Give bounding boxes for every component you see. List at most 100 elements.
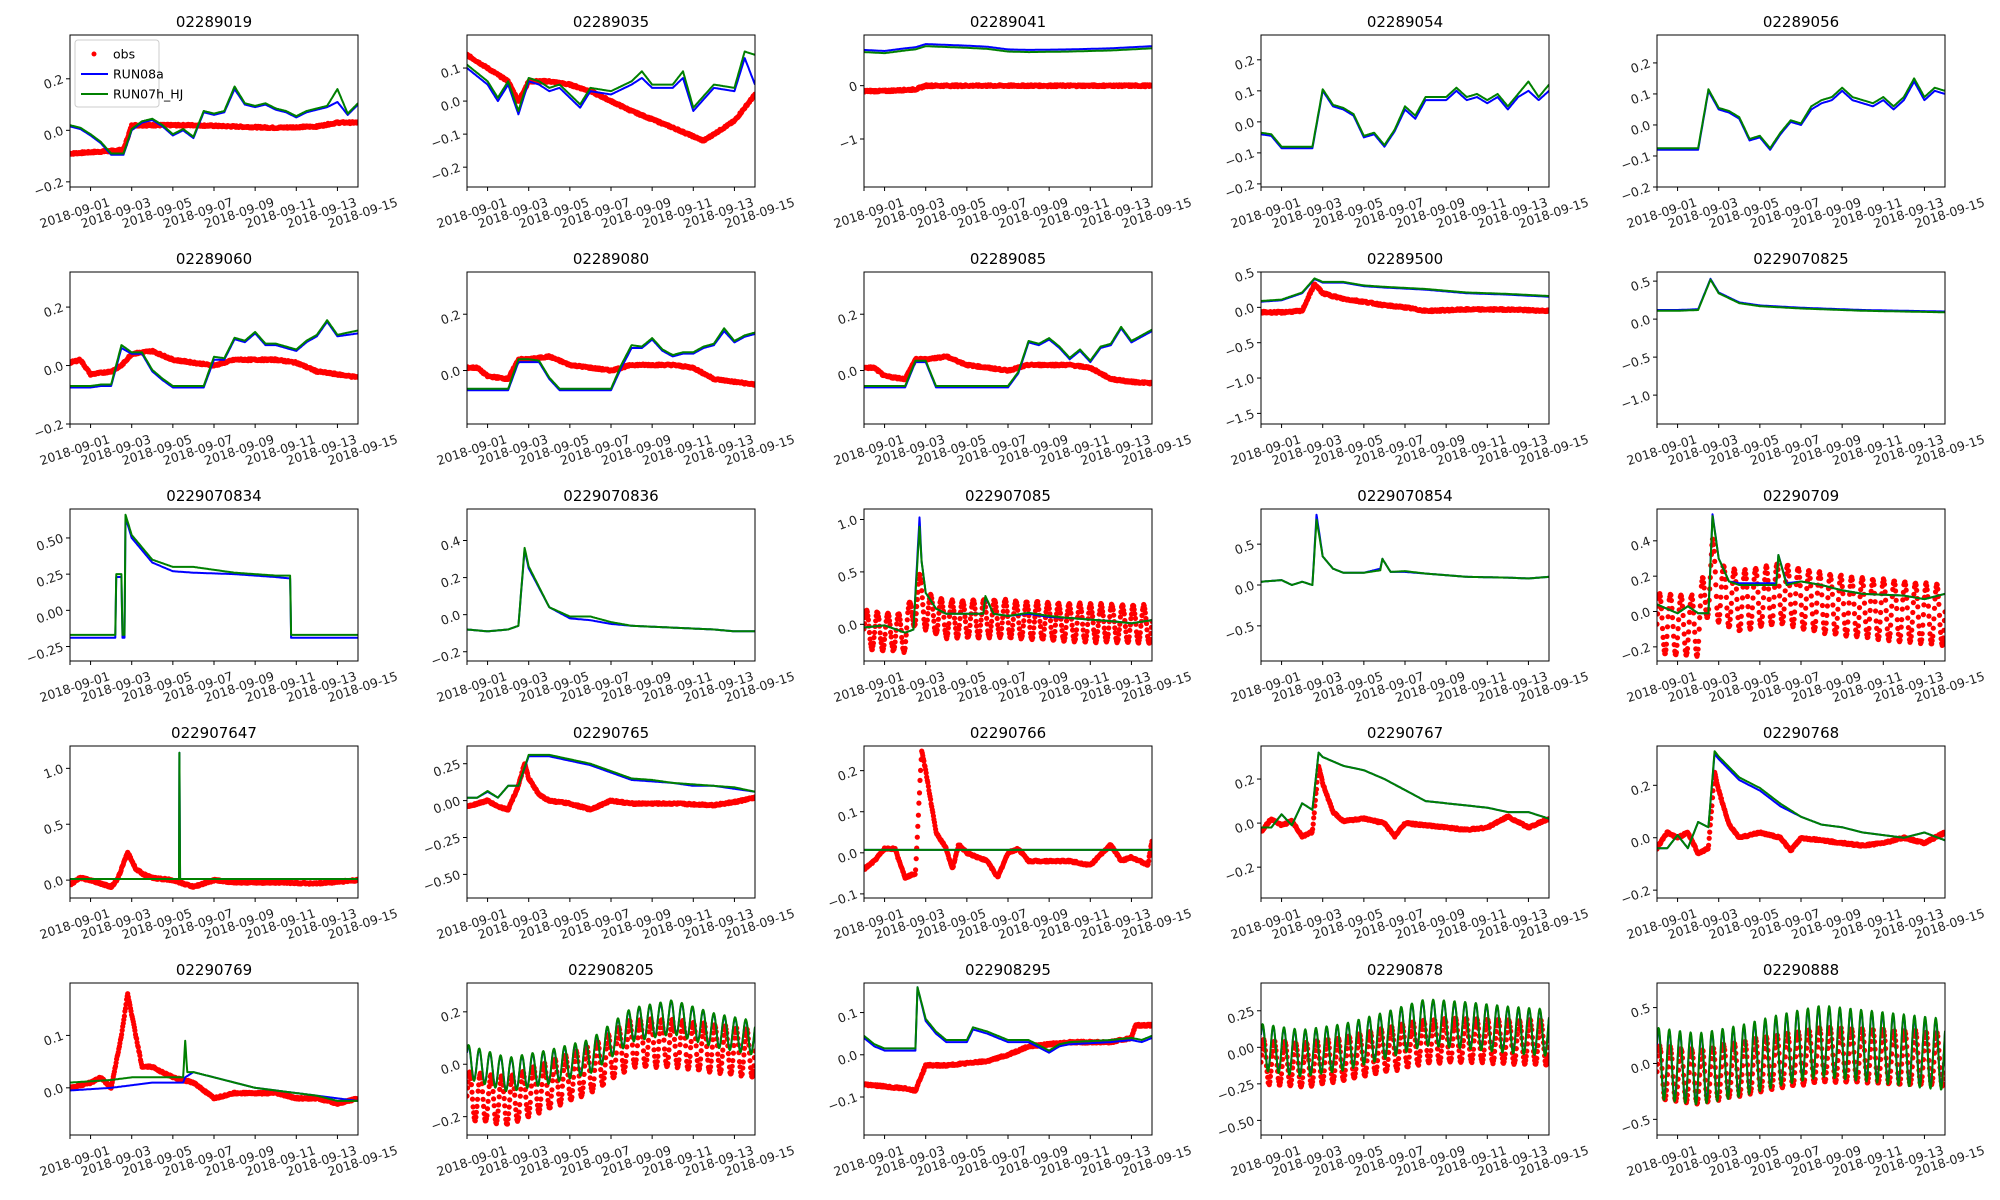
obs-point [1085, 621, 1091, 628]
obs-point [1862, 610, 1868, 616]
obs-point [1796, 568, 1802, 574]
obs-point [939, 599, 945, 605]
obs-point [930, 613, 937, 619]
obs-point [1871, 582, 1877, 588]
obs-point [1857, 594, 1863, 600]
y-tick-label: −0.2 [429, 160, 463, 184]
plot-area [864, 325, 1152, 389]
subplot: 02290709−0.20.00.20.42018-09-012018-09-0… [1619, 487, 1987, 705]
y-tick-label: 0.0 [1233, 300, 1257, 321]
obs-point [1669, 615, 1676, 621]
obs-point [1083, 637, 1089, 643]
obs-point [1717, 612, 1723, 618]
obs-point [1764, 565, 1770, 571]
obs-point [1148, 624, 1152, 630]
obs-point [1684, 646, 1691, 652]
obs-point [1802, 621, 1808, 627]
obs-point [1712, 569, 1718, 575]
obs-point [1808, 583, 1814, 589]
obs-point [946, 613, 953, 620]
plot-area [1657, 513, 1945, 659]
obs-point [1099, 604, 1105, 610]
obs-point [886, 618, 893, 624]
y-tick-label: −0.1 [429, 127, 463, 151]
obs-point [1037, 623, 1044, 630]
obs-point [1132, 615, 1138, 622]
obs-point [1734, 596, 1740, 603]
obs-point [1797, 574, 1803, 580]
obs-point [1095, 623, 1101, 629]
obs-point [909, 609, 915, 615]
obs-point [1143, 620, 1150, 627]
obs-point [1686, 629, 1692, 635]
obs-points [1261, 281, 1549, 316]
plot-area [1657, 277, 1945, 314]
axes-frame [863, 271, 1153, 425]
obs-point [1078, 609, 1085, 615]
subplot-title: 02289060 [176, 250, 252, 268]
obs-point [1659, 615, 1665, 621]
obs-point [1819, 602, 1825, 609]
obs-point [904, 617, 910, 623]
obs-point [876, 616, 882, 622]
obs-point [1860, 583, 1866, 589]
obs-points [467, 353, 755, 388]
obs-point [1095, 629, 1101, 635]
subplot-title: 02289500 [1367, 250, 1443, 268]
obs-point [1771, 594, 1777, 600]
obs-point [1691, 621, 1697, 627]
obs-point [1770, 603, 1777, 610]
obs-point [1148, 630, 1152, 636]
obs-point [1883, 608, 1889, 614]
obs-point [1026, 618, 1032, 624]
obs-point [1744, 593, 1751, 600]
obs-point [1824, 603, 1830, 609]
obs-point [977, 622, 984, 628]
obs-point [1835, 606, 1841, 612]
obs-point [934, 627, 940, 633]
obs-point [950, 599, 956, 605]
series-line-run07h-hj [864, 45, 1152, 55]
obs-point [877, 630, 883, 636]
obs-point [984, 621, 990, 627]
obs-point [956, 626, 962, 632]
plot-area [70, 319, 358, 389]
obs-point [983, 609, 989, 615]
obs-point [1687, 609, 1693, 616]
obs-point [1063, 624, 1069, 631]
obs-point [924, 617, 930, 623]
obs-point [1751, 576, 1757, 582]
y-tick-label: 0.0 [439, 363, 463, 384]
obs-point [1043, 609, 1049, 615]
obs-point [1764, 570, 1770, 577]
obs-point [1016, 626, 1023, 632]
obs-point [1137, 630, 1143, 636]
obs-point [1074, 620, 1080, 626]
obs-point [1700, 575, 1706, 581]
obs-point [1112, 625, 1118, 631]
obs-point [1003, 599, 1009, 605]
obs-point [1881, 581, 1888, 587]
obs-point [1059, 628, 1065, 634]
obs-point [1761, 585, 1767, 592]
obs-point [1679, 603, 1686, 609]
y-tick-label: 0.2 [836, 307, 860, 328]
obs-point [1697, 603, 1703, 609]
obs-point [897, 617, 903, 623]
obs-point [1839, 577, 1845, 583]
obs-point [1659, 625, 1666, 632]
y-tick-label: 0.2 [42, 71, 66, 92]
obs-point [974, 623, 980, 629]
obs-point [1025, 603, 1031, 609]
y-tick-label: 0.5 [1233, 537, 1257, 558]
obs-point [946, 621, 952, 627]
obs-point [1742, 567, 1748, 573]
obs-point [1798, 593, 1804, 599]
obs-point [1657, 611, 1661, 617]
obs-point [1814, 590, 1820, 596]
obs-point [972, 606, 978, 612]
obs-point [1010, 616, 1016, 623]
obs-point [1090, 620, 1096, 626]
obs-point [1695, 646, 1701, 652]
obs-point [1031, 619, 1037, 625]
